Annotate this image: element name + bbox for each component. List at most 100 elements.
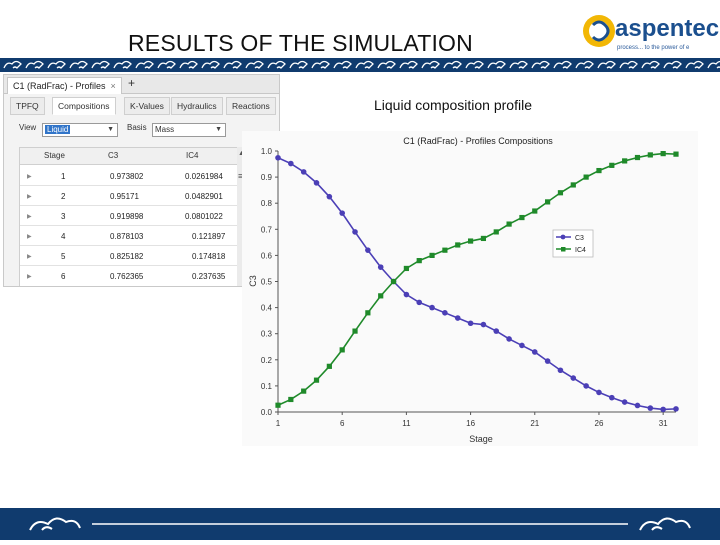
legend-label-c3: C3	[575, 235, 584, 242]
data-point-ic4	[570, 182, 576, 188]
data-point-ic4	[313, 377, 320, 383]
cell-ic4: 0.0261984	[185, 172, 223, 181]
logo-tagline: process... to the power of e	[617, 45, 690, 51]
tab-tpfq[interactable]: TPFQ	[10, 97, 45, 115]
data-point-ic4	[660, 151, 666, 157]
cloud-motif-icon	[575, 60, 594, 69]
data-point-ic4	[506, 221, 512, 227]
view-select-value: Liquid	[45, 125, 71, 134]
cloud-motif-icon	[245, 60, 264, 69]
legend-marker-c3	[560, 234, 566, 240]
cell-ic4: 0.237635	[192, 272, 226, 281]
data-point-ic4	[647, 152, 653, 158]
cloud-motif-icon	[69, 60, 88, 69]
y-tick-label: 0.0	[261, 408, 273, 417]
data-point-ic4	[622, 158, 628, 164]
data-point-c3	[429, 304, 435, 311]
data-point-ic4	[609, 162, 615, 168]
x-axis-label: Stage	[469, 434, 493, 444]
slide-footer-band	[0, 508, 720, 540]
data-point-ic4	[545, 199, 551, 205]
data-point-ic4	[339, 347, 345, 353]
column-header-stage: Stage	[44, 151, 65, 160]
profiles-doc-tab[interactable]: C1 (RadFrac) - Profiles ×	[7, 77, 122, 94]
cloud-motif-icon	[289, 60, 308, 69]
x-tick-label: 21	[530, 419, 539, 428]
close-icon[interactable]: ×	[110, 81, 116, 91]
y-tick-label: 0.6	[261, 251, 273, 260]
data-point-ic4	[442, 247, 448, 253]
cloud-motif-icon	[157, 60, 176, 69]
view-select[interactable]: Liquid ▼	[42, 123, 118, 137]
chart-heading: Liquid composition profile	[374, 97, 532, 113]
data-point-c3	[326, 193, 333, 200]
cloud-motif-icon	[465, 60, 484, 69]
row-indicator-icon: ▶	[27, 234, 32, 240]
right-cloud-ornament-icon	[639, 517, 691, 531]
chevron-down-icon: ▼	[215, 126, 222, 133]
data-point-c3	[519, 342, 525, 349]
cloud-motif-icon	[113, 60, 132, 69]
cloud-motif-icon	[443, 60, 462, 69]
y-tick-label: 0.3	[261, 330, 273, 339]
data-point-c3	[660, 406, 666, 413]
row-indicator-icon: ▶	[27, 274, 32, 280]
data-point-c3	[442, 310, 448, 316]
tab-k-values[interactable]: K-Values	[124, 97, 170, 115]
decorative-pattern-band	[0, 58, 720, 72]
basis-select-value: Mass	[155, 125, 175, 134]
scroll-up-icon[interactable]: ▲	[238, 150, 245, 157]
menu-icon[interactable]: ≡	[238, 171, 244, 181]
legend-label-ic4: IC4	[575, 247, 586, 254]
data-point-c3	[300, 169, 307, 175]
tab-reactions[interactable]: Reactions	[226, 97, 276, 115]
row-indicator-icon: ▶	[27, 174, 32, 180]
data-point-ic4	[326, 363, 332, 369]
cloud-motif-icon	[47, 60, 66, 69]
row-indicator-icon: ▶	[27, 214, 32, 220]
data-point-ic4	[493, 229, 499, 235]
view-label: View	[19, 123, 37, 132]
data-point-c3	[352, 229, 358, 235]
y-tick-label: 0.8	[261, 199, 273, 208]
data-point-c3	[673, 406, 679, 412]
y-tick-label: 1.0	[261, 147, 273, 156]
series-line-c3	[277, 157, 677, 411]
column-header-c3: C3	[108, 151, 119, 160]
cell-c3: 0.973802	[110, 172, 144, 181]
cloud-motif-icon	[531, 60, 550, 69]
cloud-motif-icon	[267, 60, 286, 69]
document-tab-strip: C1 (RadFrac) - Profiles × +	[4, 75, 279, 94]
basis-select[interactable]: Mass ▼	[152, 123, 226, 137]
data-point-c3	[609, 394, 615, 401]
cloud-motif-icon	[707, 60, 720, 69]
y-tick-label: 0.2	[261, 356, 273, 365]
data-point-c3	[339, 210, 345, 216]
cell-stage: 2	[61, 192, 66, 201]
y-tick-label: 0.4	[261, 304, 273, 313]
tab-hydraulics[interactable]: Hydraulics	[171, 97, 223, 115]
data-point-c3	[467, 320, 474, 327]
x-tick-label: 11	[402, 419, 411, 428]
cell-c3: 0.95171	[110, 192, 139, 201]
cloud-pattern-icon	[3, 60, 720, 69]
add-tab-icon[interactable]: +	[128, 76, 136, 90]
cell-stage: 3	[61, 212, 66, 221]
cell-stage: 1	[61, 172, 66, 181]
tab-compositions[interactable]: Compositions	[52, 97, 116, 115]
chart-legend: C3 IC4	[552, 229, 594, 258]
data-point-ic4	[480, 235, 487, 242]
data-point-ic4	[673, 151, 679, 157]
aspentech-logo: aspentech process... to the power of e	[577, 8, 720, 56]
cloud-motif-icon	[135, 60, 154, 69]
data-point-c3	[313, 180, 320, 186]
data-point-ic4	[596, 167, 602, 174]
cloud-motif-icon	[619, 60, 638, 69]
data-point-c3	[365, 247, 371, 253]
legend-marker-ic4	[561, 247, 566, 252]
data-point-c3	[454, 315, 461, 321]
data-point-ic4	[583, 174, 589, 180]
cloud-motif-icon	[25, 60, 44, 69]
row-divider	[20, 245, 257, 246]
y-tick-label: 0.5	[261, 278, 273, 287]
